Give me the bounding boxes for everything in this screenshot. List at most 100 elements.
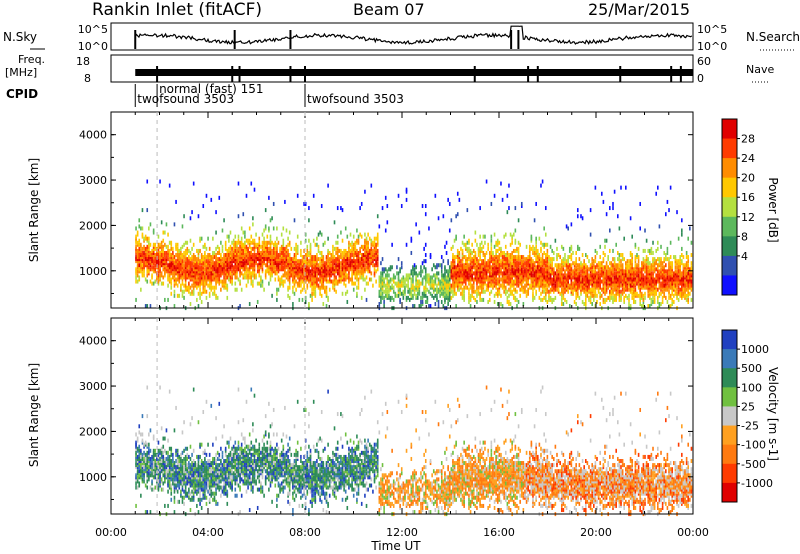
power-cell [492, 271, 494, 276]
power-cell [149, 242, 152, 247]
power-cell [146, 246, 149, 251]
power-cell [234, 287, 237, 292]
power-cell [543, 271, 545, 276]
power-cell [236, 287, 238, 292]
power-cell [424, 275, 427, 280]
power-cell [410, 269, 413, 274]
power-cell [644, 265, 646, 270]
power-cell [661, 295, 664, 300]
power-cell [604, 253, 606, 258]
power-cell [626, 277, 629, 282]
power-cell [602, 287, 605, 292]
power-cell [509, 267, 512, 272]
power-cell [375, 263, 377, 268]
power-cell [253, 255, 256, 260]
power-cell [386, 281, 389, 286]
power-cell [306, 283, 309, 288]
power-cell [576, 244, 579, 249]
power-cell [220, 273, 222, 278]
power-cell [567, 273, 569, 278]
power-cell [538, 277, 541, 282]
power-cell [458, 267, 461, 272]
power-cell [280, 244, 283, 249]
power-cell [159, 261, 161, 266]
power-cell [244, 255, 246, 260]
power-cell [482, 253, 485, 258]
power-cell [189, 259, 192, 264]
power-cell [248, 238, 251, 243]
power-cell [463, 255, 465, 260]
power-cell [364, 240, 366, 245]
power-cell [261, 232, 264, 237]
power-cell [341, 265, 344, 270]
power-cell [244, 248, 246, 253]
power-cell [429, 277, 432, 282]
power-cell [645, 271, 648, 276]
power-cell [429, 291, 432, 296]
power-cell [237, 267, 240, 272]
power-cell [380, 287, 382, 292]
power-cell [399, 267, 401, 272]
power-cell [605, 277, 608, 282]
power-cell [312, 281, 315, 286]
power-cell [327, 265, 329, 270]
power-cell [216, 273, 219, 278]
power-cell [636, 273, 638, 278]
power-cell [314, 271, 317, 276]
power-cell [149, 263, 152, 268]
power-cell [490, 281, 493, 286]
power-heatmap-data [135, 179, 693, 311]
power-cell [357, 269, 360, 274]
power-cell [136, 230, 139, 235]
power-cell [562, 246, 565, 251]
power-cell [644, 285, 646, 290]
power-cell [500, 269, 502, 274]
power-cell [461, 271, 464, 276]
power-cell [375, 244, 377, 249]
power-cell [189, 273, 192, 278]
power-cell [349, 232, 352, 237]
power-cell [517, 271, 520, 276]
power-cell [356, 248, 358, 253]
power-cell [373, 273, 376, 278]
power-cell [308, 259, 310, 264]
power-cell [570, 281, 573, 286]
power-cell [312, 275, 315, 280]
power-cell [658, 279, 661, 284]
power-cell [410, 238, 413, 243]
power-cell [271, 263, 273, 268]
power-cell [520, 281, 523, 286]
power-cell [477, 279, 480, 284]
power-cell [605, 289, 608, 294]
power-cell [247, 246, 249, 251]
power-cell [464, 265, 467, 270]
power-cell [311, 259, 313, 264]
power-cell [493, 269, 496, 274]
power-cell [365, 255, 368, 260]
power-cell [168, 248, 171, 253]
power-cell [279, 261, 281, 266]
power-cell [650, 265, 653, 270]
power-cell [341, 269, 344, 274]
power-cell [517, 261, 520, 266]
power-cell [495, 265, 497, 270]
power-cell [461, 279, 464, 284]
power-cell [192, 289, 195, 294]
power-cell [204, 250, 206, 255]
power-cell [626, 279, 629, 284]
power-cell [212, 267, 214, 272]
power-cell [516, 259, 518, 264]
power-cell [287, 236, 289, 241]
power-cell [567, 267, 569, 272]
power-cell [652, 257, 654, 262]
power-cell [194, 257, 197, 262]
power-cell [236, 250, 238, 255]
power-cell [242, 255, 245, 260]
power-cell [618, 297, 621, 302]
power-cell [231, 273, 233, 278]
power-cell [173, 267, 176, 272]
power-cell [445, 289, 448, 294]
power-cell [138, 218, 141, 223]
power-cell [276, 255, 278, 260]
